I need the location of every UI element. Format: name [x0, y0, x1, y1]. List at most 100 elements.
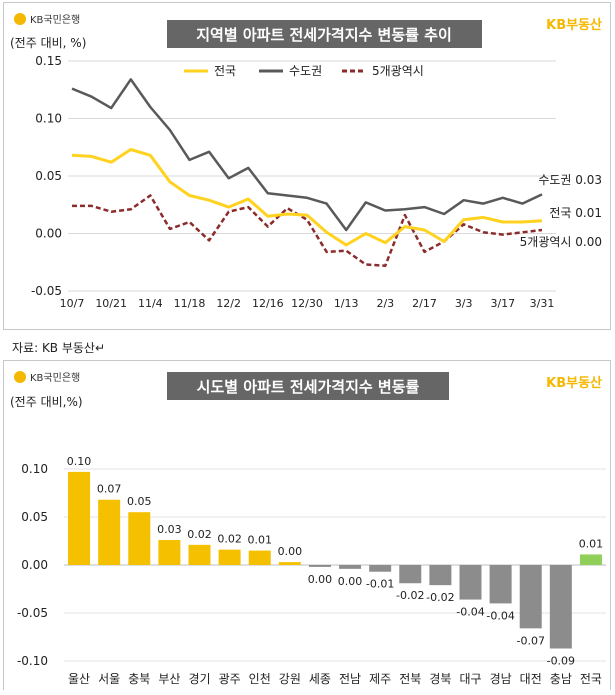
legend-label: 전국	[214, 64, 236, 78]
y-tick-label: -0.10	[17, 654, 48, 668]
kb-brand-label: KB부동산	[546, 17, 602, 33]
value-label: -0.02	[426, 591, 454, 604]
bar-강원	[278, 562, 301, 565]
y-tick-label: 0.15	[35, 54, 62, 68]
bar-chart: KB국민은행 시도별 아파트 전세가격지수 변동률 KB부동산 (전주 대비,%…	[10, 371, 606, 686]
value-label: 0.00	[278, 545, 303, 558]
x-tick-label: 세종	[309, 672, 331, 686]
value-label: 0.03	[157, 523, 182, 536]
x-tick-label: 10/7	[60, 297, 85, 310]
x-tick-label: 부산	[158, 672, 180, 686]
x-tick-label: 강원	[279, 672, 301, 686]
bar-광주	[218, 549, 241, 565]
x-tick-labels: 울산 서울 충북 부산 경기 광주 인천 강원 세종 전남 제주 전북 경북 대구 경남 대전 충남 전국	[68, 671, 602, 686]
value-label: 0.01	[247, 534, 272, 547]
y-tick-label: 0.05	[21, 510, 48, 524]
value-label: -0.09	[547, 655, 575, 668]
y-tick-labels: -0.10 -0.05 0.00 0.05 0.10	[17, 462, 48, 668]
series-lines	[71, 78, 543, 267]
x-tick-label: 전북	[399, 672, 421, 686]
value-label: 0.02	[187, 528, 212, 541]
series-line-1	[71, 78, 543, 232]
bar-경남	[489, 565, 512, 604]
y-tick-labels: -0.05 0.00 0.05 0.10 0.15	[31, 54, 62, 298]
y-axis-unit: (전주 대비,%)	[10, 395, 83, 409]
y-gridlines	[68, 60, 556, 292]
bar-전국	[579, 554, 602, 565]
y-tick-label: -0.05	[17, 606, 48, 620]
value-labels: 0.10 0.07 0.05 0.03 0.02 0.02 0.01 0.00 0.00 0.00…	[67, 455, 603, 668]
line-chart: KB국민은행 지역별 아파트 전세가격지수 변동률 추이 KB부동산 (전주 대…	[10, 13, 602, 310]
x-tick-label: 12/30	[291, 297, 323, 310]
series-line-2	[72, 194, 543, 267]
logo-text: KB국민은행	[30, 372, 80, 384]
bar-울산	[68, 471, 91, 565]
x-tick-label: 경남	[490, 672, 512, 686]
bar-대구	[459, 565, 482, 600]
end-labels: 수도권 0.03 전국 0.01 5개광역시 0.00	[520, 173, 602, 249]
value-label: -0.04	[486, 609, 514, 622]
bars	[68, 471, 602, 649]
x-tick-label: 인천	[249, 671, 271, 686]
kb-logo-icon	[14, 371, 26, 383]
x-tick-label: 울산	[68, 672, 90, 686]
source-note: 자료: KB 부동산↵	[12, 341, 106, 355]
value-label: -0.07	[516, 634, 544, 647]
end-label-national: 전국 0.01	[549, 206, 602, 220]
x-tick-label: 11/18	[174, 297, 206, 310]
bar-경기	[188, 544, 211, 565]
kb-logo: KB국민은행	[14, 13, 80, 26]
y-tick-label: 0.10	[21, 462, 48, 476]
x-tick-label: 11/4	[138, 297, 163, 310]
legend: 전국 수도권 5개광역시	[184, 64, 424, 78]
logo-text: KB국민은행	[30, 14, 80, 26]
x-tick-label: 전국	[580, 672, 602, 686]
x-tick-label: 3/17	[490, 297, 515, 310]
x-tick-label: 12/2	[216, 297, 241, 310]
x-tick-label: 경기	[188, 672, 210, 686]
x-tick-label: 제주	[369, 672, 391, 686]
y-tick-label: 0.10	[35, 112, 62, 126]
line-chart-panel: KB국민은행 지역별 아파트 전세가격지수 변동률 추이 KB부동산 (전주 대…	[3, 2, 611, 330]
kb-logo-icon	[14, 13, 26, 25]
x-tick-label: 대전	[520, 672, 542, 686]
bar-인천	[248, 550, 271, 565]
bar-chart-panel: KB국민은행 시도별 아파트 전세가격지수 변동률 KB부동산 (전주 대비,%…	[3, 360, 611, 690]
bar-충북	[128, 512, 151, 565]
x-tick-labels: 10/7 10/21 11/4 11/18 12/2 12/16 12/30 1/13 2/3 2…	[60, 297, 555, 310]
value-label: -0.01	[366, 578, 394, 591]
bar-부산	[158, 540, 181, 565]
kb-logo: KB국민은행	[14, 371, 80, 384]
bar-서울	[98, 499, 121, 565]
value-label: -0.04	[456, 606, 484, 619]
legend-label: 수도권	[289, 64, 322, 78]
value-label: 0.05	[127, 495, 152, 508]
x-tick-label: 충남	[550, 672, 572, 686]
x-tick-label: 3/3	[455, 297, 473, 310]
bar-대전	[519, 565, 542, 629]
bar-제주	[369, 565, 392, 572]
x-tick-label: 충북	[128, 672, 150, 686]
end-label-capital: 수도권 0.03	[538, 173, 602, 187]
x-tick-label: 2/17	[412, 297, 437, 310]
bar-전북	[399, 565, 422, 584]
value-label: 0.02	[217, 533, 242, 546]
value-label: -0.02	[396, 589, 424, 602]
value-label: 0.00	[308, 573, 333, 586]
x-tick-label: 전남	[339, 672, 361, 686]
x-tick-label: 광주	[219, 672, 241, 686]
value-label: 0.00	[338, 575, 363, 588]
y-axis-unit: (전주 대비, %)	[10, 36, 86, 50]
x-tick-label: 10/21	[95, 297, 127, 310]
bar-세종	[308, 565, 331, 567]
kb-brand-label: KB부동산	[546, 375, 602, 391]
value-label: 0.07	[97, 483, 122, 496]
x-tick-label: 서울	[98, 672, 120, 686]
end-label-metro: 5개광역시 0.00	[520, 235, 602, 249]
y-tick-label: 0.00	[35, 227, 62, 241]
chart-title: 시도별 아파트 전세가격지수 변동률	[197, 378, 420, 396]
x-tick-label: 경북	[429, 672, 451, 686]
bar-경북	[429, 565, 452, 586]
y-gridlines	[64, 468, 606, 662]
x-tick-label: 1/13	[334, 297, 359, 310]
